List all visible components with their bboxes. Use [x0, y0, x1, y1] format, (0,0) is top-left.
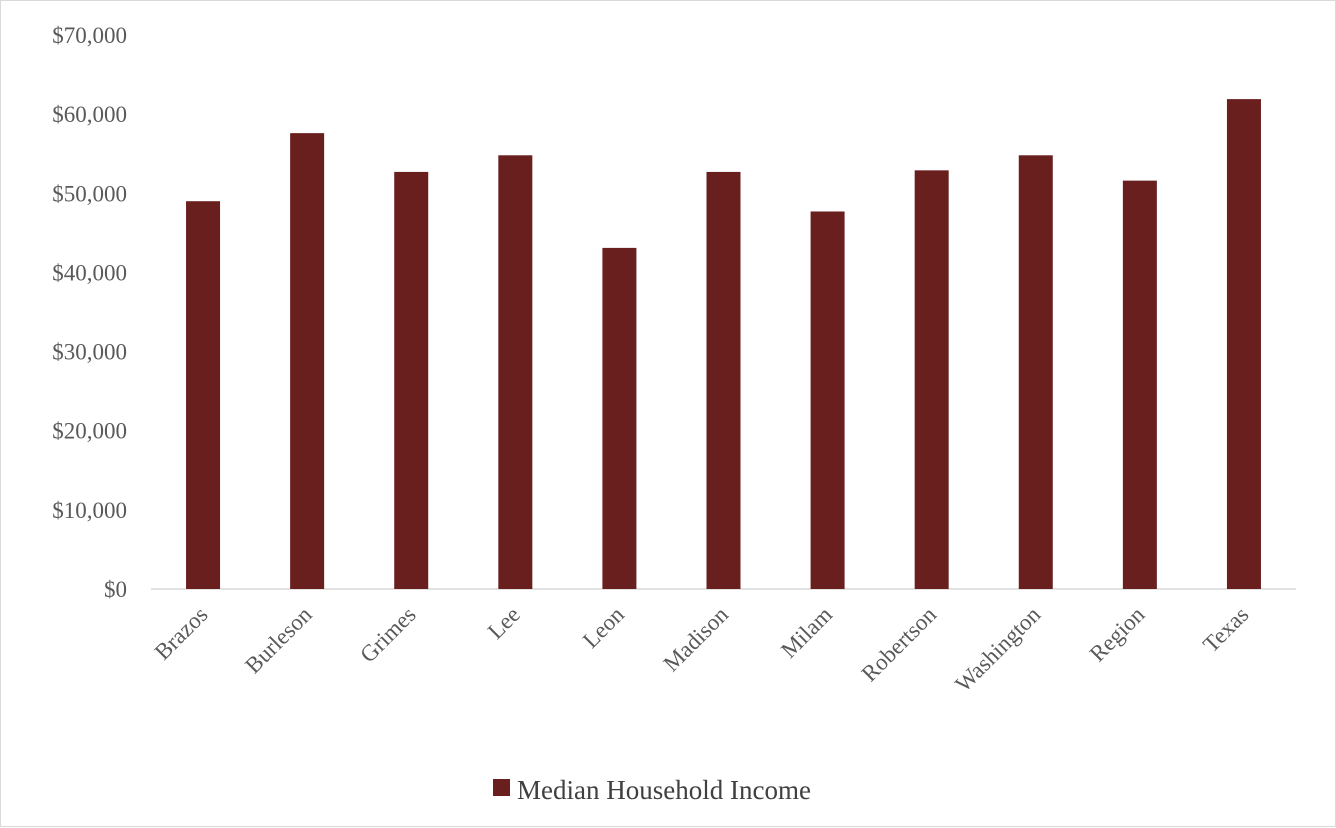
bar	[706, 171, 741, 589]
y-axis-tick-labels: $0 $10,000 $20,000 $30,000 $40,000 $50,000 $60…	[52, 23, 127, 602]
legend-label: Median Household Income	[517, 775, 811, 805]
y-tick-label: $70,000	[52, 23, 127, 48]
bar	[1226, 99, 1261, 589]
x-tick-label: Brazos	[150, 602, 213, 665]
bar	[1018, 155, 1053, 589]
x-tick-label: Washington	[950, 602, 1045, 697]
y-tick-label: $30,000	[52, 340, 127, 365]
x-tick-label: Lee	[483, 602, 525, 644]
bar	[498, 155, 533, 589]
bars-series-median-household-income	[186, 99, 1261, 589]
bar	[186, 201, 221, 589]
x-tick-label: Milam	[776, 602, 837, 663]
bar	[602, 247, 637, 589]
legend: Median Household Income	[493, 775, 811, 805]
x-tick-label: Texas	[1198, 602, 1253, 657]
y-tick-label: $0	[104, 577, 127, 602]
legend-swatch	[493, 779, 510, 796]
y-tick-label: $60,000	[52, 102, 127, 127]
bar	[394, 171, 429, 589]
x-tick-label: Region	[1085, 602, 1150, 667]
y-tick-label: $20,000	[52, 419, 127, 444]
y-tick-label: $40,000	[52, 260, 127, 285]
bar	[1122, 180, 1157, 589]
y-tick-label: $10,000	[52, 498, 127, 523]
bar	[810, 211, 845, 589]
x-tick-label: Grimes	[355, 602, 421, 668]
x-tick-label: Leon	[578, 602, 629, 653]
x-tick-label: Burleson	[240, 602, 317, 679]
bar	[290, 133, 325, 589]
bar	[914, 170, 949, 589]
x-tick-label: Madison	[658, 602, 733, 677]
x-tick-label: Robertson	[857, 602, 942, 687]
x-axis-category-labels: Brazos Burleson Grimes Lee Leon Madison Milam R…	[150, 602, 1254, 697]
y-tick-label: $50,000	[52, 181, 127, 206]
